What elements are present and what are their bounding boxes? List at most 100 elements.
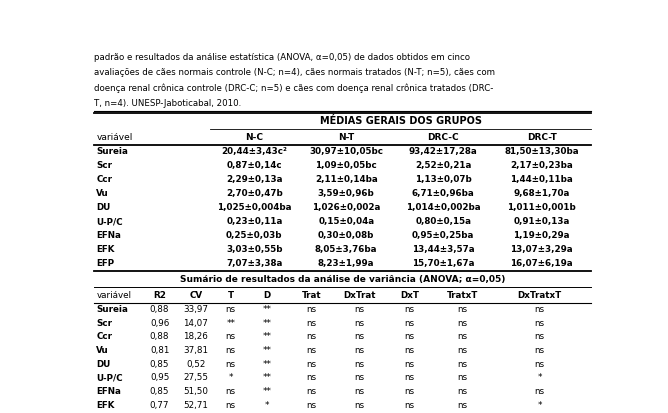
Text: 0,88: 0,88: [150, 332, 170, 342]
Text: EFP: EFP: [96, 259, 115, 268]
Text: ns: ns: [534, 346, 544, 355]
Text: 13,07±3,29a: 13,07±3,29a: [510, 245, 573, 254]
Text: 0,85: 0,85: [150, 387, 170, 396]
Text: 1,025±0,004ba: 1,025±0,004ba: [217, 204, 292, 212]
Text: ns: ns: [458, 305, 468, 314]
Text: ns: ns: [306, 373, 317, 382]
Text: doença renal crônica controle (DRC-C; n=5) e cães com doença renal crônica trata: doença renal crônica controle (DRC-C; n=…: [94, 83, 493, 93]
Text: 0,96: 0,96: [150, 319, 169, 328]
Text: 0,95±0,25ba: 0,95±0,25ba: [412, 231, 474, 240]
Text: CV: CV: [189, 291, 202, 299]
Text: 27,55: 27,55: [183, 373, 208, 382]
Text: 0,30±0,08b: 0,30±0,08b: [318, 231, 375, 240]
Text: ns: ns: [306, 401, 317, 410]
Text: ns: ns: [354, 387, 365, 396]
Text: DxTratxT: DxTratxT: [518, 291, 562, 299]
Text: ns: ns: [354, 332, 365, 342]
Text: **: **: [263, 387, 271, 396]
Text: variável: variável: [96, 133, 133, 142]
Text: 0,81: 0,81: [150, 346, 169, 355]
Text: 1,014±0,002ba: 1,014±0,002ba: [406, 204, 480, 212]
Text: T: T: [228, 291, 234, 299]
Text: 30,97±10,05bc: 30,97±10,05bc: [309, 147, 383, 157]
Text: ns: ns: [534, 332, 544, 342]
Text: DxT: DxT: [400, 291, 419, 299]
Text: U-P/C: U-P/C: [96, 373, 123, 382]
Text: 3,59±0,96b: 3,59±0,96b: [318, 190, 375, 198]
Text: Vu: Vu: [96, 346, 109, 355]
Text: **: **: [263, 360, 271, 369]
Text: 6,71±0,96ba: 6,71±0,96ba: [412, 190, 475, 198]
Text: ns: ns: [354, 305, 365, 314]
Text: ns: ns: [458, 360, 468, 369]
Text: *: *: [228, 373, 233, 382]
Text: Scr: Scr: [96, 161, 112, 171]
Text: 1,13±0,07b: 1,13±0,07b: [415, 176, 472, 185]
Text: 0,91±0,13a: 0,91±0,13a: [514, 217, 570, 226]
Text: R2: R2: [153, 291, 166, 299]
Text: 15,70±1,67a: 15,70±1,67a: [412, 259, 474, 268]
Text: ns: ns: [405, 346, 415, 355]
Text: 8,23±1,99a: 8,23±1,99a: [318, 259, 375, 268]
Text: 0,25±0,03b: 0,25±0,03b: [226, 231, 283, 240]
Text: ns: ns: [306, 332, 317, 342]
Text: ns: ns: [354, 360, 365, 369]
Text: ns: ns: [354, 373, 365, 382]
Text: ns: ns: [226, 401, 236, 410]
Text: 18,26: 18,26: [184, 332, 208, 342]
Text: avaliações de cães normais controle (N-C; n=4), cães normais tratados (N-T; n=5): avaliações de cães normais controle (N-C…: [94, 68, 495, 77]
Text: **: **: [226, 319, 235, 328]
Text: 81,50±13,30ba: 81,50±13,30ba: [504, 147, 579, 157]
Text: **: **: [263, 319, 271, 328]
Text: ns: ns: [458, 319, 468, 328]
Text: 13,44±3,57a: 13,44±3,57a: [412, 245, 475, 254]
Text: ns: ns: [354, 346, 365, 355]
Text: 2,29±0,13a: 2,29±0,13a: [226, 176, 283, 185]
Text: 93,42±17,28a: 93,42±17,28a: [409, 147, 478, 157]
Text: DU: DU: [96, 360, 111, 369]
Text: ns: ns: [226, 305, 236, 314]
Text: 2,17±0,23ba: 2,17±0,23ba: [510, 161, 573, 171]
Text: EFNa: EFNa: [96, 231, 122, 240]
Text: ns: ns: [306, 387, 317, 396]
Text: 1,19±0,29a: 1,19±0,29a: [514, 231, 570, 240]
Text: Scr: Scr: [96, 319, 112, 328]
Text: ns: ns: [458, 401, 468, 410]
Text: ns: ns: [405, 319, 415, 328]
Text: Sureia: Sureia: [96, 147, 128, 157]
Text: ns: ns: [405, 373, 415, 382]
Text: 0,23±0,11a: 0,23±0,11a: [226, 217, 283, 226]
Text: ns: ns: [534, 387, 544, 396]
Text: ns: ns: [534, 305, 544, 314]
Text: DU: DU: [96, 204, 111, 212]
Text: ns: ns: [458, 373, 468, 382]
Text: Sumário de resultados da análise de variância (ANOVA; α=0,05): Sumário de resultados da análise de vari…: [180, 275, 505, 284]
Text: ns: ns: [405, 332, 415, 342]
Text: 1,011±0,001b: 1,011±0,001b: [507, 204, 576, 212]
Text: ns: ns: [534, 360, 544, 369]
Text: 2,70±0,47b: 2,70±0,47b: [226, 190, 283, 198]
Text: ns: ns: [306, 360, 317, 369]
Text: variável: variável: [96, 291, 132, 299]
Text: ns: ns: [534, 319, 544, 328]
Text: Sureia: Sureia: [96, 305, 128, 314]
Text: 9,68±1,70a: 9,68±1,70a: [514, 190, 570, 198]
Text: *: *: [265, 401, 269, 410]
Text: ns: ns: [226, 346, 236, 355]
Text: 0,88: 0,88: [150, 305, 170, 314]
Text: 0,77: 0,77: [150, 401, 170, 410]
Text: 0,52: 0,52: [186, 360, 206, 369]
Text: ns: ns: [306, 346, 317, 355]
Text: Trat: Trat: [301, 291, 321, 299]
Text: Vu: Vu: [96, 190, 109, 198]
Text: ns: ns: [405, 305, 415, 314]
Text: ns: ns: [458, 346, 468, 355]
Text: 14,07: 14,07: [184, 319, 208, 328]
Text: EFK: EFK: [96, 245, 115, 254]
Text: *: *: [537, 401, 542, 410]
Text: *: *: [537, 373, 542, 382]
Text: ns: ns: [458, 332, 468, 342]
Text: **: **: [263, 373, 271, 382]
Text: TratxT: TratxT: [447, 291, 478, 299]
Text: 0,15±0,04a: 0,15±0,04a: [318, 217, 374, 226]
